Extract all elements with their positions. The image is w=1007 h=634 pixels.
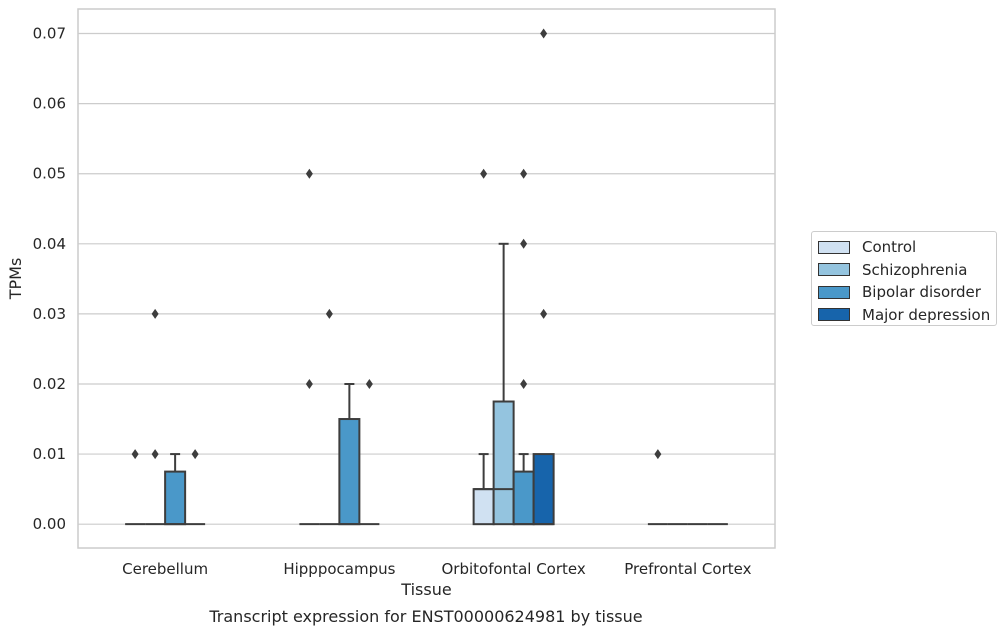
plot-frame — [77, 8, 776, 549]
outlier-point — [540, 308, 548, 319]
box-control — [647, 449, 668, 526]
legend-swatch — [818, 308, 850, 322]
box-schizophrenia — [319, 308, 340, 526]
outlier-point — [520, 238, 528, 249]
y-tick-label: 0.07 — [33, 25, 66, 43]
legend-item: Schizophrenia — [818, 259, 996, 282]
y-tick-label: 0.02 — [33, 375, 66, 393]
x-axis-title: Tissue — [400, 580, 451, 599]
outlier-point — [520, 378, 528, 389]
legend-label: Bipolar disorder — [862, 283, 981, 302]
x-axis-ticks: Cerebellum Hipppocampus Orbitofontal Corte… — [122, 560, 751, 578]
x-tick-label: Cerebellum — [122, 560, 208, 578]
grid-layer — [78, 32, 775, 525]
y-tick-label: 0.01 — [33, 445, 66, 463]
outlier-point — [305, 168, 313, 179]
box-schizophrenia — [145, 308, 166, 526]
box-body — [472, 488, 495, 526]
box-bipolar-disorder — [512, 168, 535, 526]
legend: Control Schizophrenia Bipolar disorder Majo… — [811, 231, 997, 326]
outlier-point — [480, 168, 488, 179]
legend-swatch — [818, 285, 850, 299]
legend-item: Control — [818, 236, 996, 259]
box-bipolar-disorder — [164, 453, 187, 526]
box-schizophrenia — [492, 242, 515, 526]
y-axis-ticks: 0.00 0.01 0.02 0.03 0.04 0.05 0.06 0.07 — [33, 25, 66, 534]
y-tick-label: 0.04 — [33, 235, 66, 253]
box-control — [299, 168, 320, 526]
box-control — [125, 449, 146, 526]
y-axis-title: TPMs — [6, 258, 25, 301]
x-tick-label: Prefrontal Cortex — [624, 560, 751, 578]
legend-label: Schizophrenia — [862, 260, 968, 279]
outlier-point — [305, 378, 313, 389]
outlier-point — [191, 449, 199, 460]
box-major-depression — [185, 449, 206, 526]
legend-item: Major depression — [818, 304, 996, 327]
outlier-point — [365, 378, 373, 389]
box-body — [338, 418, 361, 526]
outlier-point — [131, 449, 139, 460]
outlier-point — [325, 308, 333, 319]
y-tick-label: 0.06 — [33, 95, 66, 113]
outlier-point — [520, 168, 528, 179]
outlier-point — [151, 308, 159, 319]
legend-swatch — [818, 263, 850, 277]
x-tick-label: Hipppocampus — [283, 560, 395, 578]
box-layer — [125, 28, 728, 526]
y-tick-label: 0.05 — [33, 165, 66, 183]
box-body — [492, 400, 515, 526]
box-major-depression — [532, 28, 555, 526]
legend-item: Bipolar disorder — [818, 281, 996, 304]
chart-caption: Transcript expression for ENST0000062498… — [208, 607, 642, 626]
box-body — [512, 470, 535, 526]
x-tick-label: Orbitofontal Cortex — [442, 560, 586, 578]
legend-swatch — [818, 240, 850, 254]
legend-label: Major depression — [862, 305, 991, 324]
box-control — [472, 168, 495, 526]
outlier-point — [540, 28, 548, 39]
box-bipolar-disorder — [338, 382, 361, 526]
box-body — [532, 453, 555, 526]
box-major-depression — [359, 378, 380, 526]
outlier-point — [654, 449, 662, 460]
box-body — [164, 470, 187, 526]
y-tick-label: 0.00 — [33, 515, 66, 533]
outlier-point — [151, 449, 159, 460]
legend-label: Control — [862, 238, 917, 257]
y-tick-label: 0.03 — [33, 305, 66, 323]
